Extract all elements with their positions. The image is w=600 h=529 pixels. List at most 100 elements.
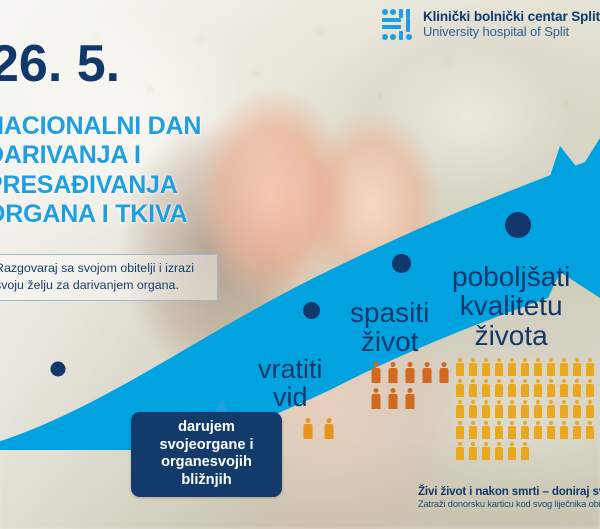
person-pictogram-icon: [482, 379, 490, 397]
headline-line-3: PRESAĐIVANJA: [0, 170, 178, 199]
campaign-slogan: Živi život i nakon smrti – doniraj svoje…: [418, 485, 600, 509]
person-pictogram-icon: [495, 379, 503, 397]
person-pictogram-icon: [482, 421, 490, 439]
person-pictogram-icon: [469, 400, 477, 418]
person-pictogram-icon: [469, 379, 477, 397]
person-pictogram-icon: [508, 400, 516, 418]
person-pictogram-icon: [495, 400, 503, 418]
person-pictogram-icon: [534, 379, 542, 397]
donor-pledge-pill: darujem svojeorgane i organesvojih bližn…: [131, 412, 282, 497]
person-pictogram-icon: [456, 379, 464, 397]
person-pictogram-icon: [521, 442, 529, 460]
person-pictogram-icon: [573, 421, 581, 439]
headline-line-2: DARIVANJA I: [0, 141, 141, 170]
person-pictogram-icon: [560, 358, 568, 376]
person-pictogram-icon: [508, 442, 516, 460]
step-2-label-line-1: spasiti: [350, 297, 430, 328]
person-pictogram-icon: [422, 362, 431, 383]
pledge-line-2: organe i organe: [161, 436, 254, 471]
headline-line-4: ORGANA I TKIVA: [0, 199, 188, 228]
person-pictogram-icon: [388, 388, 397, 409]
person-pictogram-icon: [586, 421, 594, 439]
step-2-label-line-2: život: [360, 326, 419, 358]
headline-line-1: NACIONALNI DAN: [0, 112, 202, 140]
person-pictogram-icon: [456, 442, 464, 460]
slogan-secondary: Zatraži donorsku karticu kod svog liječn…: [418, 499, 600, 509]
family-message-callout: Razgovaraj sa svojom obitelji i izrazi s…: [0, 254, 218, 301]
arrow-dot-1: [50, 361, 66, 377]
person-pictogram-icon: [495, 358, 503, 376]
person-pictogram-icon: [586, 400, 594, 418]
person-pictogram-icon: [521, 379, 529, 397]
person-pictogram-icon: [534, 421, 542, 439]
person-pictogram-icon: [586, 379, 594, 397]
person-pictogram-icon: [469, 358, 477, 376]
poster-date: 26. 5.: [0, 35, 121, 93]
slogan-primary: Živi život i nakon smrti – doniraj svoje…: [418, 485, 600, 498]
person-pictogram-icon: [482, 358, 490, 376]
arrow-band: [0, 138, 600, 450]
person-pictogram-icon: [560, 379, 568, 397]
person-pictogram-icon: [547, 358, 555, 376]
step-3-label-line-2: kvalitetu: [459, 290, 563, 322]
progress-arrow: [0, 138, 600, 450]
arrow-dot-step-1: [303, 302, 320, 319]
poster-headline: NACIONALNI DAN DARIVANJA I PRESAĐIVANJA ORG…: [0, 112, 201, 229]
person-pictogram-icon: [547, 400, 555, 418]
person-pictogram-icon: [388, 362, 397, 383]
hospital-grid-logo-icon: [381, 9, 414, 40]
person-pictogram-icon: [469, 421, 477, 439]
person-pictogram-icon: [324, 418, 333, 439]
person-pictogram-icon: [405, 388, 414, 409]
person-pictogram-icon: [508, 358, 516, 376]
step-label-poboljsati-kvalitetu-zivota: poboljšati kvalitetu života: [452, 261, 571, 351]
step-3-label-line-3: života: [474, 319, 548, 351]
person-pictogram-icon: [560, 400, 568, 418]
arrow-dot-step-3: [505, 212, 531, 238]
hospital-logo: Klinički bolnički centar Split Universit…: [381, 9, 600, 40]
pictogram-group-step-3: [456, 358, 596, 460]
step-1-label-line-1: vratiti: [258, 354, 323, 384]
pictogram-group-step-2: [371, 362, 463, 409]
arrow-head: [548, 146, 600, 280]
person-pictogram-icon: [495, 442, 503, 460]
person-pictogram-icon: [521, 358, 529, 376]
person-pictogram-icon: [547, 421, 555, 439]
person-pictogram-icon: [439, 362, 448, 383]
donor-pledge-text: darujem svojeorgane i organesvojih bližn…: [137, 419, 276, 489]
person-pictogram-icon: [371, 362, 380, 383]
step-label-spasiti-zivot: spasiti život: [350, 298, 429, 357]
person-pictogram-icon: [508, 421, 516, 439]
person-pictogram-icon: [521, 421, 529, 439]
arrow-dot-step-2: [392, 254, 411, 273]
person-pictogram-icon: [573, 400, 581, 418]
person-pictogram-icon: [573, 358, 581, 376]
person-pictogram-icon: [495, 421, 503, 439]
person-pictogram-icon: [469, 442, 477, 460]
person-pictogram-icon: [456, 421, 464, 439]
person-pictogram-icon: [547, 379, 555, 397]
hospital-logo-text: Klinički bolnički centar Split Universit…: [423, 10, 600, 39]
person-pictogram-icon: [405, 362, 414, 383]
step-1-label-line-2: vid: [273, 382, 308, 413]
step-label-vratiti-vid: vratiti vid: [258, 355, 323, 412]
person-pictogram-icon: [573, 379, 581, 397]
person-pictogram-icon: [371, 388, 380, 409]
person-pictogram-icon: [456, 358, 464, 376]
hospital-name-en: University hospital of Split: [422, 23, 569, 39]
person-pictogram-icon: [508, 379, 516, 397]
person-pictogram-icon: [456, 400, 464, 418]
person-pictogram-icon: [521, 400, 529, 418]
person-pictogram-icon: [482, 442, 490, 460]
pledge-line-3: svojih bližnjih: [181, 454, 252, 488]
person-pictogram-icon: [482, 400, 490, 418]
pledge-line-1: darujem svoje: [159, 419, 235, 453]
person-pictogram-icon: [560, 421, 568, 439]
step-3-label-line-1: poboljšati: [452, 261, 571, 292]
family-message-text: Razgovaraj sa svojom obitelji i izrazi s…: [0, 261, 195, 292]
person-pictogram-icon: [534, 358, 542, 376]
person-pictogram-icon: [303, 418, 312, 439]
person-pictogram-icon: [534, 400, 542, 418]
pictogram-group-step-1: [303, 418, 351, 439]
